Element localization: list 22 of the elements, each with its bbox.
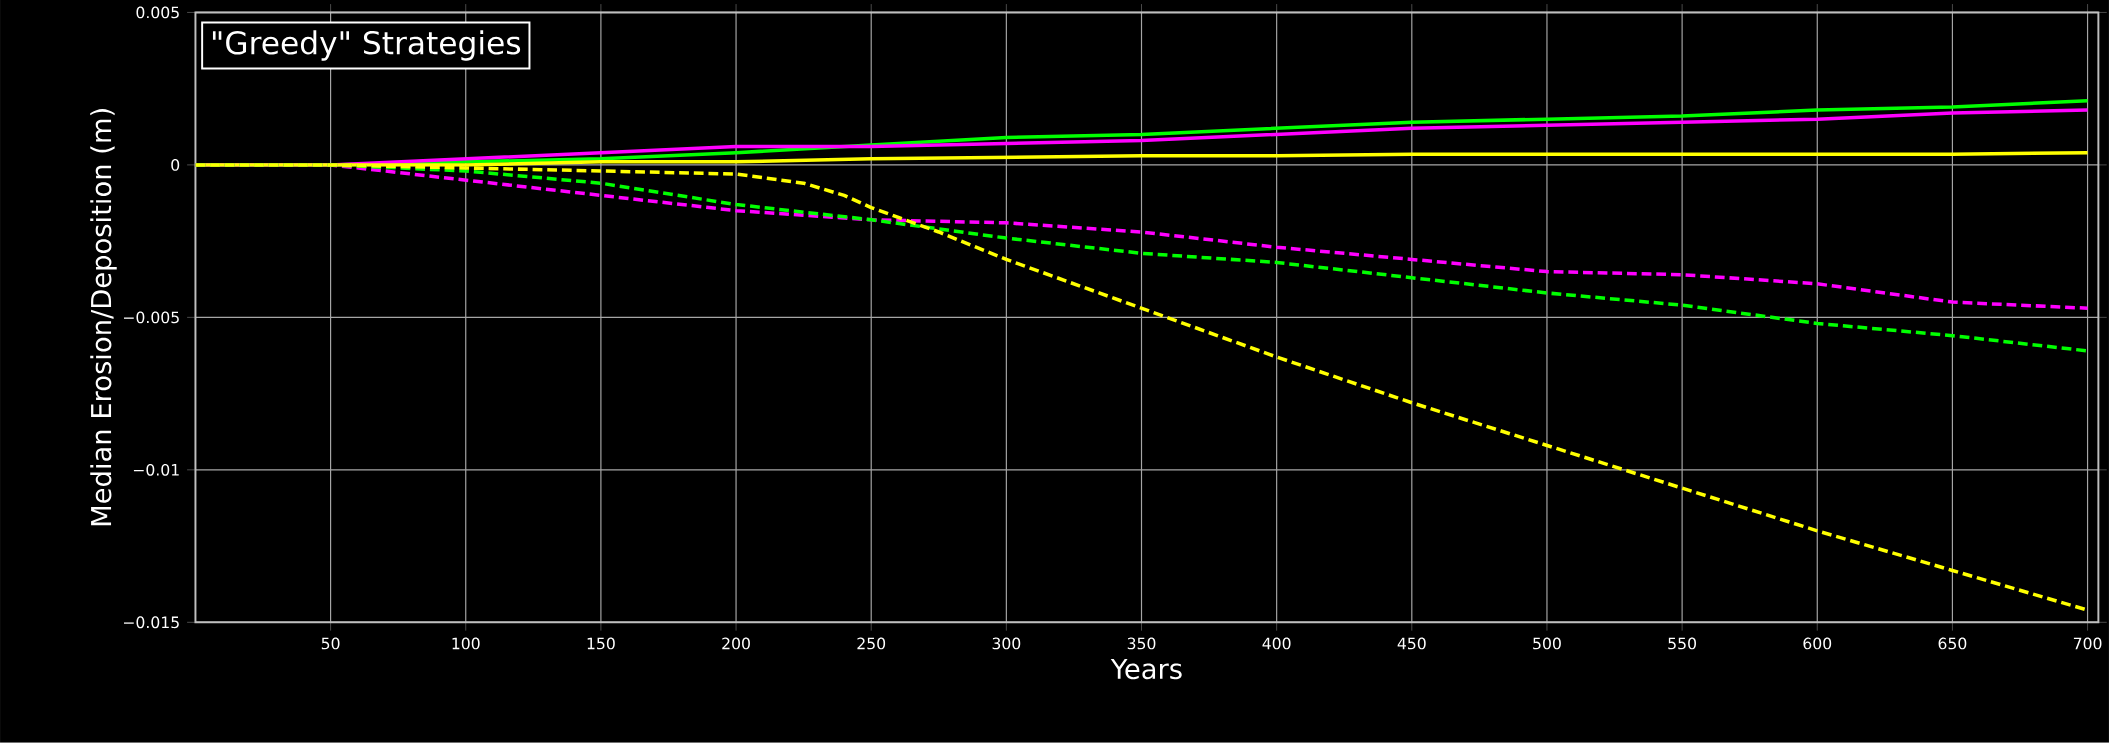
x-tick-label: 700 <box>2073 637 2102 650</box>
y-axis-title: Median Erosion/Deposition (m) <box>90 109 117 526</box>
x-tick-label: 100 <box>452 637 480 650</box>
x-tick-label: 150 <box>587 637 615 650</box>
y-tick-label: −0.01 <box>133 464 179 476</box>
x-tick-label: 250 <box>857 637 886 650</box>
y-tick-label: 0 <box>171 159 180 171</box>
x-tick-label: 200 <box>722 637 750 650</box>
x-tick-label: 550 <box>1668 637 1696 650</box>
x-tick-label: 400 <box>1262 637 1291 650</box>
y-tick-label: −0.005 <box>123 311 179 324</box>
x-tick-label: 300 <box>992 637 1021 650</box>
x-tick-label: 500 <box>1533 637 1561 650</box>
x-tick-label: 350 <box>1127 637 1156 650</box>
x-tick-label: 50 <box>321 637 340 650</box>
y-tick-label: −0.015 <box>123 616 179 629</box>
text: "Greedy" Strategies <box>212 30 521 61</box>
x-tick-label: 600 <box>1803 637 1832 650</box>
x-tick-label: 450 <box>1397 637 1426 650</box>
x-axis-title: Years <box>1110 659 1182 680</box>
y-tick-label: 0.005 <box>136 6 179 19</box>
x-tick-label: 650 <box>1938 637 1967 650</box>
